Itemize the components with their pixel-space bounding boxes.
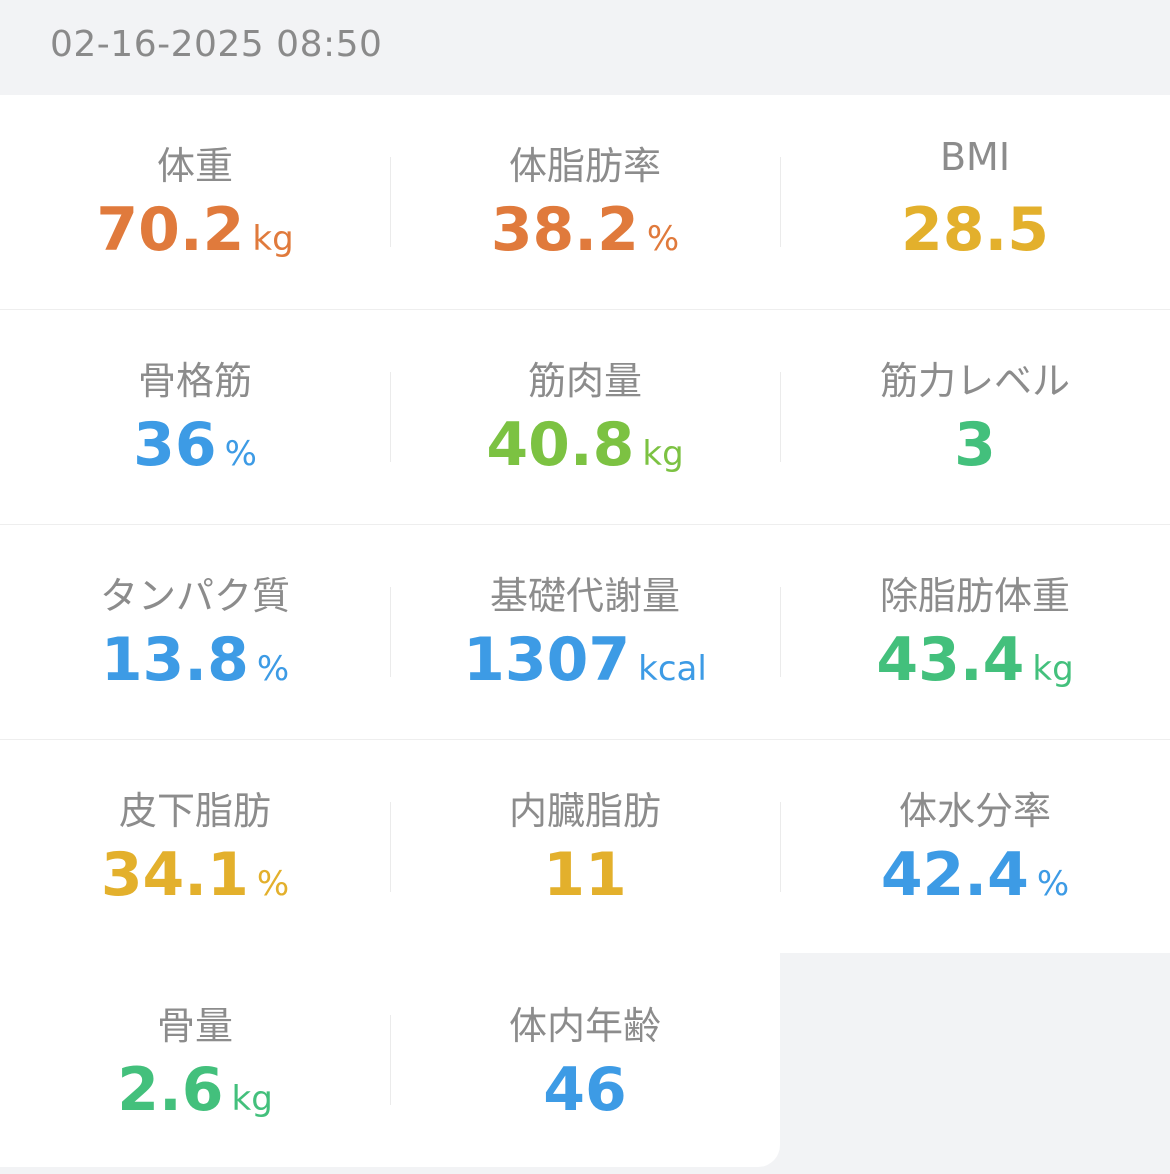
measurement-datetime: 02-16-2025 08:50 xyxy=(50,24,383,65)
metric-label: 除脂肪体重 xyxy=(879,574,1070,618)
column-divider xyxy=(390,372,391,462)
column-divider xyxy=(780,802,781,892)
metric-cell-visceral-fat[interactable]: 内臓脂肪 11 xyxy=(390,740,780,954)
metric-unit: kg xyxy=(252,219,294,259)
metric-value: 11 xyxy=(543,840,627,910)
metric-label: 皮下脂肪 xyxy=(118,789,271,833)
metric-value: 13.8 xyxy=(100,625,249,695)
metric-cell-body-age[interactable]: 体内年齢 46 xyxy=(390,953,780,1167)
metric-unit: % xyxy=(224,434,257,474)
metric-label: 筋力レベル xyxy=(879,359,1070,403)
metric-value: 42.4 xyxy=(880,840,1029,910)
metric-unit: % xyxy=(1036,864,1070,904)
metric-label: 内臓脂肪 xyxy=(508,789,661,833)
metric-value: 1307 xyxy=(463,625,631,695)
metrics-row: 皮下脂肪 34.1% 内臓脂肪 11 体水分率 42.4% xyxy=(0,740,1170,954)
metric-unit: kg xyxy=(231,1079,273,1119)
column-divider xyxy=(390,587,391,677)
metric-cell-muscle-mass[interactable]: 筋肉量 40.8 kg xyxy=(390,310,780,524)
metric-value: 38.2 xyxy=(490,195,639,265)
metric-cell-bmi[interactable]: BMI 28.5 xyxy=(780,95,1170,309)
metric-cell-bmr[interactable]: 基礎代謝量 1307 kcal xyxy=(390,525,780,739)
metric-value-wrap: 46 xyxy=(390,1055,780,1140)
metric-label: 体重 xyxy=(156,144,233,188)
metric-value: 43.4 xyxy=(876,625,1025,695)
metrics-row-last: 骨量 2.6 kg 体内年齢 46 xyxy=(0,953,780,1167)
metric-value-wrap: 13.8% xyxy=(0,625,390,710)
metric-value: 28.5 xyxy=(900,195,1050,265)
metric-label: タンパク質 xyxy=(99,574,290,618)
metric-unit: kg xyxy=(642,434,684,474)
metric-value-wrap: 1307 kcal xyxy=(390,625,780,710)
metric-unit: kcal xyxy=(638,649,707,689)
column-divider xyxy=(780,157,781,247)
metric-value-wrap: 70.2 kg xyxy=(0,195,390,280)
metric-label: 骨格筋 xyxy=(137,359,252,403)
metric-value-wrap: 28.5 xyxy=(780,195,1170,280)
metric-label: 基礎代謝量 xyxy=(489,574,680,618)
metrics-row: タンパク質 13.8% 基礎代謝量 1307 kcal 除脂肪体重 43.4 kg xyxy=(0,525,1170,739)
metric-cell-body-water[interactable]: 体水分率 42.4% xyxy=(780,740,1170,954)
metric-cell-protein[interactable]: タンパク質 13.8% xyxy=(0,525,390,739)
metric-cell-weight[interactable]: 体重 70.2 kg xyxy=(0,95,390,309)
metric-unit: % xyxy=(256,864,290,904)
metric-value: 2.6 xyxy=(117,1055,224,1125)
column-divider xyxy=(390,1015,391,1105)
metric-label: 筋肉量 xyxy=(527,359,642,403)
metric-value-wrap: 36% xyxy=(0,410,390,495)
column-divider xyxy=(390,157,391,247)
metric-value: 40.8 xyxy=(486,410,635,480)
metric-value-wrap: 3 xyxy=(780,410,1170,495)
metric-value-wrap: 34.1% xyxy=(0,840,390,925)
metric-cell-lean-body-mass[interactable]: 除脂肪体重 43.4 kg xyxy=(780,525,1170,739)
metric-cell-strength-level[interactable]: 筋力レベル 3 xyxy=(780,310,1170,524)
row-divider xyxy=(0,309,1170,310)
metric-value-wrap: 2.6 kg xyxy=(0,1055,390,1140)
metric-cell-bone-mass[interactable]: 骨量 2.6 kg xyxy=(0,953,390,1167)
metric-label: 体内年齢 xyxy=(508,1004,661,1048)
row-divider xyxy=(0,524,1170,525)
metric-label: BMI xyxy=(939,135,1011,179)
metric-value: 3 xyxy=(954,410,996,480)
row-divider xyxy=(0,739,1170,740)
column-divider xyxy=(390,802,391,892)
metric-value: 46 xyxy=(543,1055,627,1125)
metric-value-wrap: 42.4% xyxy=(780,840,1170,925)
metrics-row: 体重 70.2 kg 体脂肪率 38.2% BMI 28.5 xyxy=(0,95,1170,309)
metric-cell-body-fat[interactable]: 体脂肪率 38.2% xyxy=(390,95,780,309)
column-divider xyxy=(780,372,781,462)
metric-value: 70.2 xyxy=(96,195,245,265)
metric-value-wrap: 43.4 kg xyxy=(780,625,1170,710)
metrics-panel: 体重 70.2 kg 体脂肪率 38.2% BMI 28.5 骨格筋 36% xyxy=(0,95,1170,953)
metric-value-wrap: 40.8 kg xyxy=(390,410,780,495)
metric-label: 体水分率 xyxy=(898,789,1051,833)
column-divider xyxy=(780,587,781,677)
header-bar: 02-16-2025 08:50 xyxy=(0,0,1170,95)
metric-label: 体脂肪率 xyxy=(508,144,661,188)
metric-cell-subcutaneous-fat[interactable]: 皮下脂肪 34.1% xyxy=(0,740,390,954)
metric-value-wrap: 11 xyxy=(390,840,780,925)
metric-value: 36 xyxy=(133,410,217,480)
metric-unit: kg xyxy=(1032,649,1074,689)
metric-unit: % xyxy=(256,649,290,689)
metric-unit: % xyxy=(646,219,680,259)
metrics-row: 骨格筋 36% 筋肉量 40.8 kg 筋力レベル 3 xyxy=(0,310,1170,524)
metric-cell-skeletal-muscle[interactable]: 骨格筋 36% xyxy=(0,310,390,524)
metric-value-wrap: 38.2% xyxy=(390,195,780,280)
metric-label: 骨量 xyxy=(156,1004,233,1048)
metric-value: 34.1 xyxy=(100,840,249,910)
